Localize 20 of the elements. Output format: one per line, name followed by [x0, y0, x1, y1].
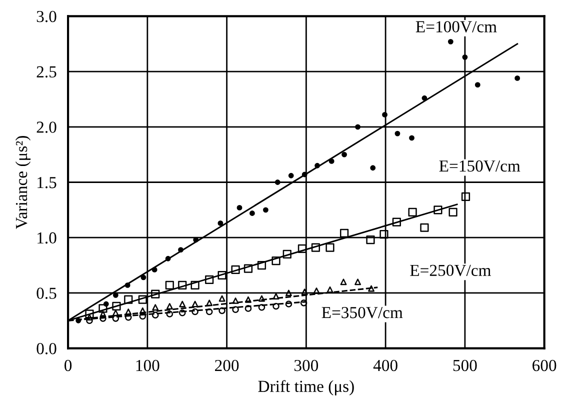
x-tick-label: 0: [64, 360, 72, 372]
x-tick-label: 200: [215, 360, 239, 372]
y-axis-title: Variance (μs²): [15, 136, 31, 230]
y-tick-label: 0.5: [36, 288, 56, 299]
y-tick-label: 3.0: [36, 10, 56, 22]
series-label: E=100V/cm: [416, 21, 497, 32]
y-tick-label: 2.0: [36, 122, 56, 133]
y-tick-label: 1.5: [38, 177, 56, 188]
y-tick-label: 2.5: [36, 66, 56, 78]
y-tick-label: 1.0: [38, 232, 56, 244]
x-tick-label: 600: [532, 360, 556, 372]
y-tick-label: 0.0: [36, 343, 56, 354]
series-label: E=150V/cm: [439, 160, 520, 172]
series-label: E=350V/cm: [322, 306, 403, 318]
x-tick-label: 300: [294, 360, 318, 372]
x-tick-label: 400: [373, 360, 398, 372]
text: E=250V/cm: [410, 264, 491, 276]
x-axis-title: Drift time (μs): [258, 380, 354, 396]
x-tick-label: 500: [453, 360, 477, 372]
x-tick-label: 100: [136, 360, 160, 372]
